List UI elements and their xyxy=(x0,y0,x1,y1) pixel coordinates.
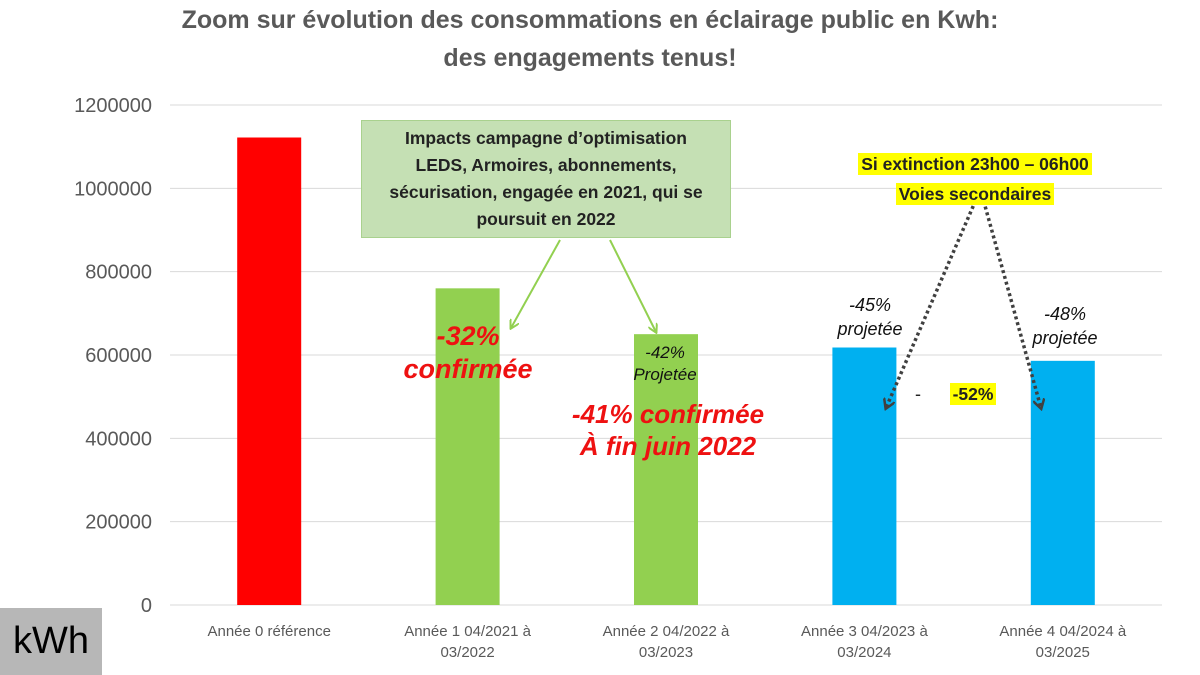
year4-percent: -48% xyxy=(1043,304,1087,324)
year1-percent: -32% xyxy=(436,321,500,351)
y-tick-label: 800000 xyxy=(85,262,152,284)
combined-reduction: -52% xyxy=(938,383,1008,405)
x-tick-label: Année 1 04/2021 à xyxy=(404,623,531,640)
dash-separator: - xyxy=(915,384,921,404)
unit-label: kWh xyxy=(0,608,102,675)
y-tick-label: 600000 xyxy=(85,345,152,367)
year2-confirmed-percent: -41% confirmée xyxy=(571,399,765,429)
chart-subtitle: des engagements tenus! xyxy=(443,44,737,72)
x-tick-label: 03/2025 xyxy=(1036,644,1090,661)
x-tick-label: Année 2 04/2022 à xyxy=(603,623,730,640)
y-tick-label: 0 xyxy=(141,595,152,617)
x-tick-label: 03/2023 xyxy=(639,644,693,661)
y-tick-label: 1200000 xyxy=(74,95,152,117)
extinction-arrow-left xyxy=(886,194,980,408)
campaign-annotation-box: Impacts campagne d’optimisation LEDS, Ar… xyxy=(361,120,731,238)
year2-confirmed-annotation: -41% confirmée À fin juin 2022 xyxy=(548,398,788,462)
year1-status: confirmée xyxy=(403,354,533,384)
bar-4 xyxy=(1030,360,1095,605)
chart-title: Zoom sur évolution des consommations en … xyxy=(181,6,999,34)
x-tick-label: Année 0 référence xyxy=(207,623,330,640)
bar-3 xyxy=(832,347,897,605)
year2-projected-percent: -42% xyxy=(645,343,685,362)
campaign-arrow-right xyxy=(609,239,656,332)
year3-status: projetée xyxy=(837,319,903,339)
extinction-annotation: Si extinction 23h00 – 06h00 Voies second… xyxy=(850,150,1100,210)
x-tick-label: 03/2024 xyxy=(837,644,891,661)
year3-percent: -45% xyxy=(848,295,892,315)
extinction-arrow-right xyxy=(980,194,1041,408)
extinction-line-2: Voies secondaires xyxy=(895,183,1055,205)
campaign-line-3: sécurisation, engagée en 2021, qui se xyxy=(389,182,703,202)
campaign-line-4: poursuit en 2022 xyxy=(476,209,616,229)
x-tick-label: Année 4 04/2024 à xyxy=(999,623,1126,640)
campaign-arrow-left xyxy=(511,239,561,328)
year4-status: projetée xyxy=(1032,328,1098,348)
year2-confirmed-date: À fin juin 2022 xyxy=(579,431,757,461)
bar-2 xyxy=(634,334,698,605)
y-tick-label: 400000 xyxy=(85,428,152,450)
year3-annotation: -45% projetée xyxy=(815,293,925,341)
year4-annotation: -48% projetée xyxy=(1005,302,1125,350)
year1-annotation: -32% confirmée xyxy=(388,320,548,386)
campaign-line-2: LEDS, Armoires, abonnements, xyxy=(415,155,677,175)
bar-0 xyxy=(237,137,302,605)
campaign-line-1: Impacts campagne d’optimisation xyxy=(405,128,687,148)
x-tick-label: 03/2022 xyxy=(440,644,494,661)
x-tick-label: Année 3 04/2023 à xyxy=(801,623,928,640)
extinction-line-1: Si extinction 23h00 – 06h00 xyxy=(858,153,1092,175)
combined-reduction-label: -52% xyxy=(949,383,997,405)
y-tick-label: 200000 xyxy=(85,512,152,534)
bar-1 xyxy=(435,288,500,605)
y-tick-label: 1000000 xyxy=(74,178,152,200)
year2-projected-status: Projetée xyxy=(633,365,697,384)
year2-projected-annotation: -42% Projetée xyxy=(610,342,720,386)
